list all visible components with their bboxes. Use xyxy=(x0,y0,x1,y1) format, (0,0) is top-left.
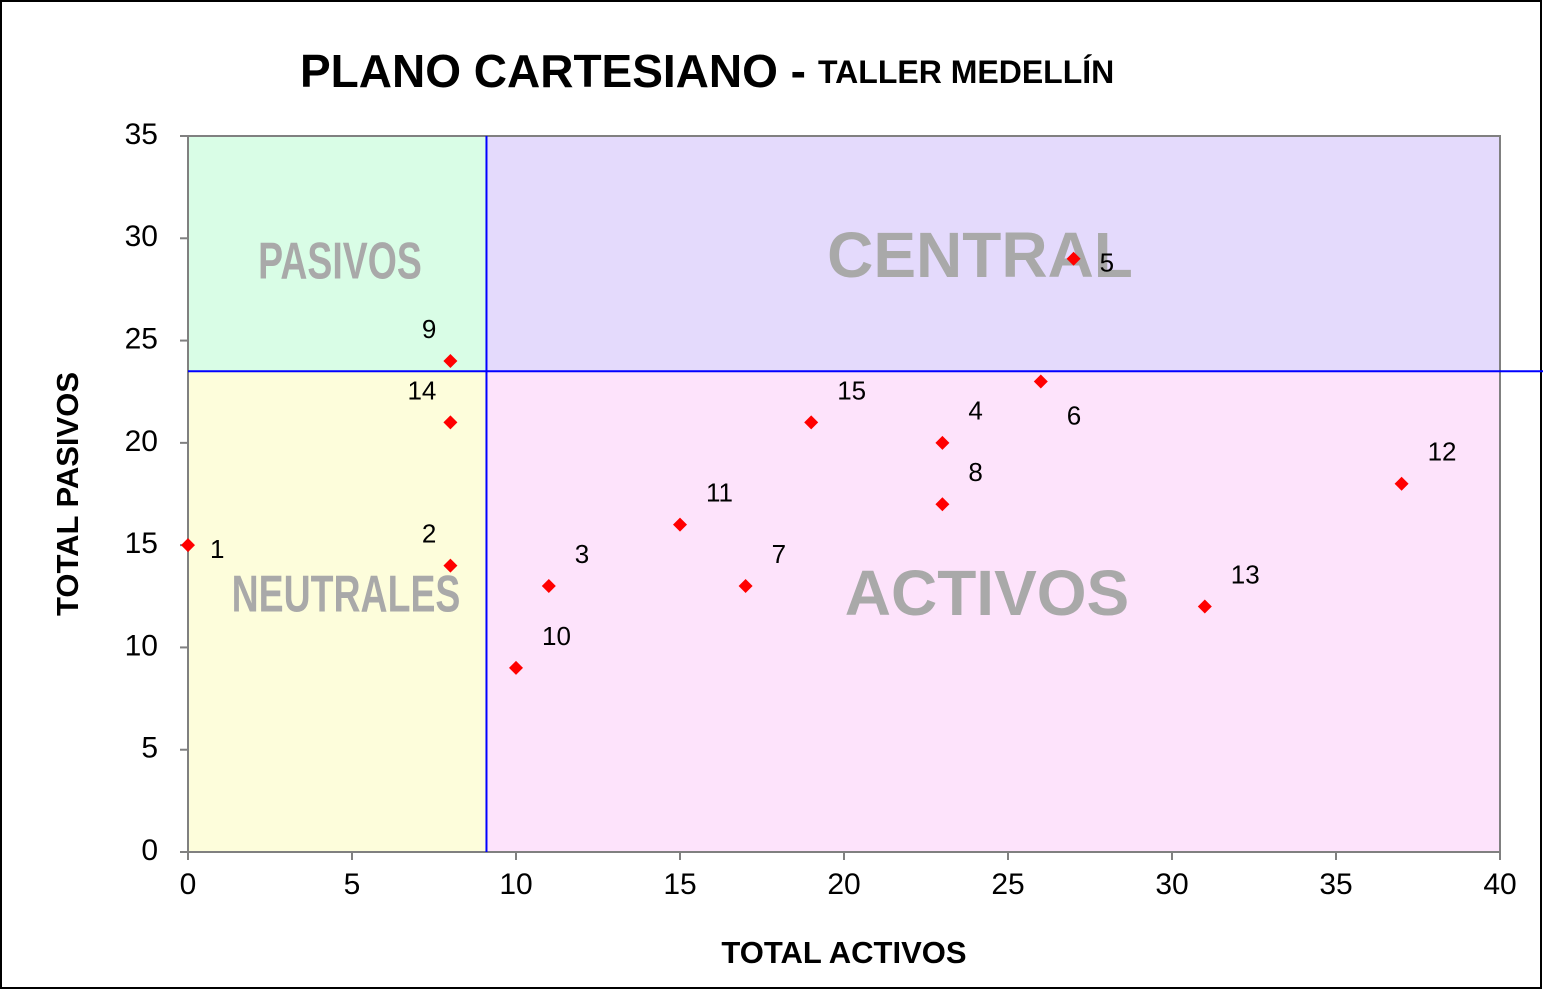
point xyxy=(1394,476,1409,491)
point-label: 8 xyxy=(968,457,982,487)
x-axis-title: TOTAL ACTIVOS xyxy=(721,935,966,970)
x-tick-label: 5 xyxy=(344,868,361,901)
point-label: 9 xyxy=(422,314,436,344)
subtitle: TALLER MEDELLÍN xyxy=(818,54,1114,90)
y-tick-label: 5 xyxy=(141,732,158,765)
point xyxy=(1033,374,1048,389)
x-tick-label: 30 xyxy=(1155,868,1188,901)
y-tick-label: 35 xyxy=(125,118,158,151)
quadrant xyxy=(486,371,1501,852)
point xyxy=(509,660,523,675)
quadrant xyxy=(188,136,487,372)
point-label: 14 xyxy=(407,375,436,405)
point-label: 11 xyxy=(706,478,733,508)
x-tick-label: 15 xyxy=(663,868,696,901)
quadrant-label: ACTIVOS xyxy=(845,557,1129,629)
y-tick-label: 15 xyxy=(125,527,158,560)
x-tick-label: 35 xyxy=(1319,868,1352,901)
point-label: 3 xyxy=(575,539,589,569)
x-tick-label: 40 xyxy=(1483,868,1516,901)
quadrant xyxy=(188,371,487,852)
point xyxy=(181,538,195,553)
y-tick-label: 25 xyxy=(125,322,158,355)
quadrant xyxy=(486,136,1501,372)
title: PLANO CARTESIANO - xyxy=(300,45,806,97)
x-tick-label: 20 xyxy=(827,868,860,901)
y-tick-label: 10 xyxy=(125,629,158,662)
point-label: 10 xyxy=(542,621,571,651)
x-tick-label: 25 xyxy=(991,868,1024,901)
chart-title: PLANO CARTESIANO - TALLER MEDELLÍN xyxy=(300,45,1114,97)
point xyxy=(935,497,950,512)
y-tick-label: 0 xyxy=(141,834,158,867)
point-label: 15 xyxy=(837,375,866,405)
x-tick-label: 10 xyxy=(499,868,532,901)
point-label: 7 xyxy=(772,539,786,569)
point xyxy=(443,558,458,573)
point-label: 12 xyxy=(1428,437,1457,467)
point xyxy=(443,415,458,430)
quadrant-label: CENTRAL xyxy=(827,219,1133,291)
point xyxy=(1197,599,1212,614)
point-label: 5 xyxy=(1100,248,1114,278)
point xyxy=(1066,251,1081,266)
point xyxy=(673,517,687,532)
point xyxy=(443,354,458,369)
point-label: 6 xyxy=(1067,400,1081,430)
x-tick-label: 0 xyxy=(180,868,197,901)
point-label: 2 xyxy=(422,518,436,548)
y-axis-title: TOTAL PASIVOS xyxy=(50,372,85,616)
quadrant-label: NEUTRALES xyxy=(232,565,461,624)
point xyxy=(935,435,950,450)
point xyxy=(541,579,556,594)
y-tick-label: 30 xyxy=(125,220,158,253)
point xyxy=(738,579,753,594)
point-label: 13 xyxy=(1231,559,1260,589)
point-label: 1 xyxy=(210,534,224,564)
quadrant-label: PASIVOS xyxy=(258,232,422,291)
point xyxy=(804,415,819,430)
y-tick-label: 20 xyxy=(125,425,158,458)
point-label: 4 xyxy=(968,396,982,426)
